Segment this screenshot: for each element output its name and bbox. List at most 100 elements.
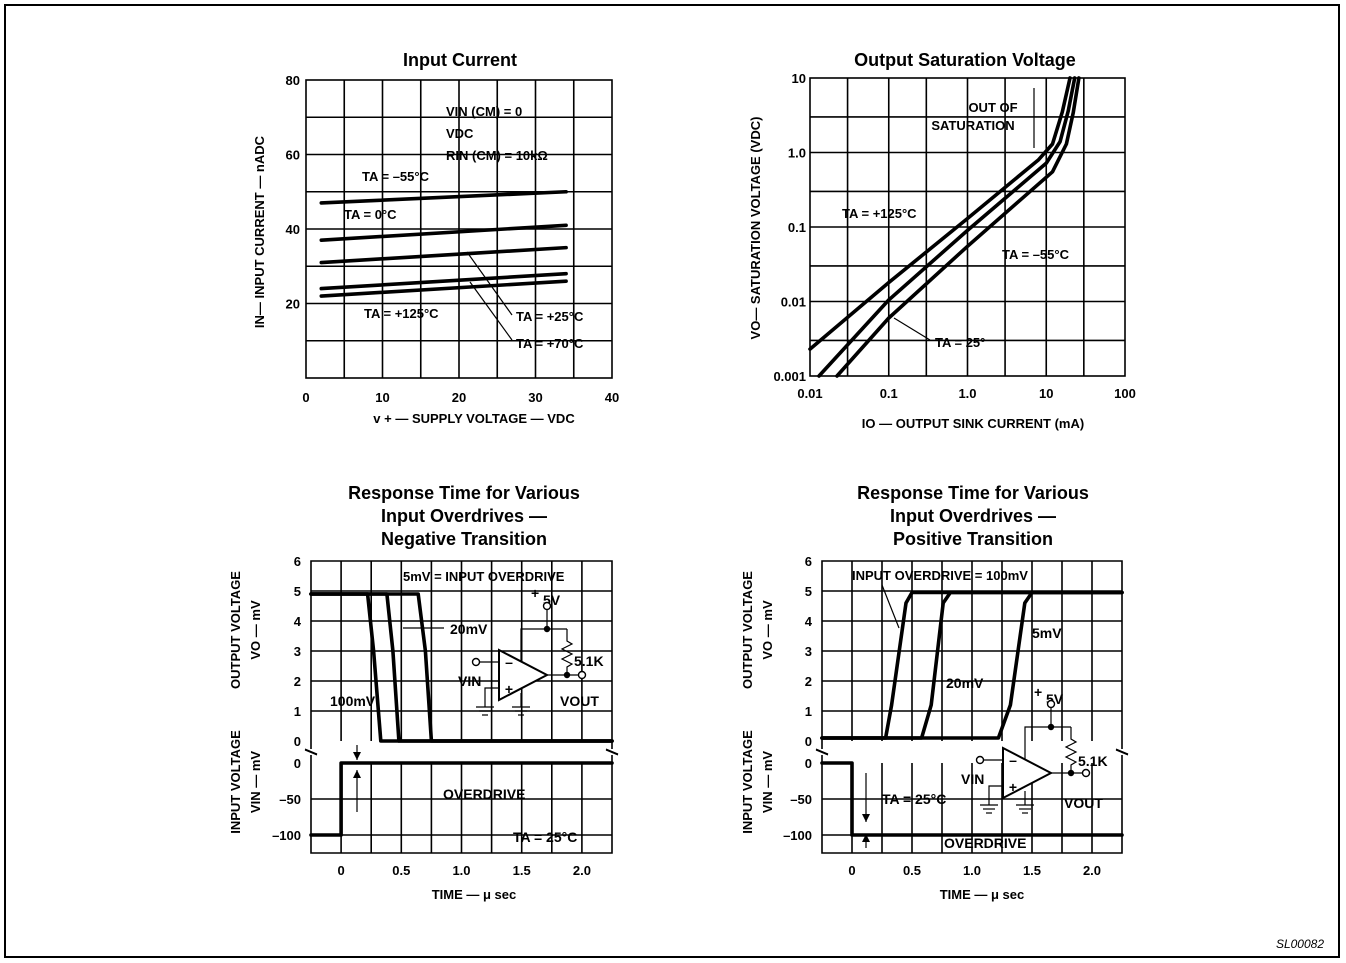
x-tick-label: 1.5 — [1023, 863, 1041, 878]
y-axis-label-lower: VIN — mV — [760, 751, 775, 813]
y-tick-label: –50 — [279, 792, 301, 807]
series-line — [319, 223, 568, 242]
opamp-triangle — [498, 648, 550, 702]
x-axis-label: v + — SUPPLY VOLTAGE — VDC — [373, 411, 575, 426]
label: VIN — [458, 673, 481, 689]
y-tick-label: 5 — [805, 584, 812, 599]
y-tick-label: 1.0 — [788, 146, 806, 161]
y-tick-label: 0 — [805, 756, 812, 771]
series-group — [808, 76, 1081, 378]
series-label: TA = 25° — [935, 335, 985, 350]
chart-title-line: Response Time for Various — [348, 483, 580, 503]
series-label: TA = 0°C — [344, 207, 397, 222]
leader-line — [466, 251, 513, 316]
terminal — [975, 755, 985, 765]
chart-title-line: Response Time for Various — [857, 483, 1089, 503]
y-tick-label: 6 — [294, 554, 301, 569]
y-axis-label-upper: OUTPUT VOLTAGE — [740, 571, 755, 689]
series-label: TA = +70°C — [516, 336, 584, 351]
chart-title-line: Negative Transition — [381, 529, 547, 549]
x-tick-label: 0.01 — [797, 386, 822, 401]
y-tick-label: 4 — [294, 614, 302, 629]
x-axis-label: TIME — μ sec — [940, 887, 1025, 902]
wire — [520, 628, 567, 661]
x-tick-labels: 0.01 0.1 1.0 10 100 — [797, 386, 1136, 401]
y-tick-label: 1 — [805, 704, 812, 719]
arrow-head — [862, 834, 870, 842]
figure-frame — [4, 4, 1340, 958]
y-tick-label: 80 — [286, 73, 300, 88]
arrow-head — [353, 770, 361, 778]
label: 5.1K — [574, 653, 604, 669]
opamp-triangle — [1002, 746, 1054, 800]
y-tick-labels: 0.001 0.01 0.1 1.0 10 — [773, 71, 806, 384]
series-line — [319, 245, 568, 265]
annotation: TA = 25°C — [882, 791, 946, 807]
y-tick-label: –100 — [783, 828, 812, 843]
annotation: VIN (CM) = 0 — [446, 104, 522, 119]
y-axis-label-lower: INPUT VOLTAGE — [740, 730, 755, 834]
series-group — [319, 189, 568, 298]
series-label: TA = +25°C — [516, 309, 584, 324]
label: + — [531, 585, 539, 601]
x-tick-label: 2.0 — [573, 863, 591, 878]
series-line — [820, 590, 1124, 740]
y-tick-label: 1 — [294, 704, 301, 719]
annotation: OUT OF — [968, 100, 1017, 115]
wire — [988, 785, 1003, 805]
series-label: TA = +125°C — [842, 206, 917, 221]
wire — [1024, 726, 1071, 759]
plus-sign: + — [1009, 779, 1017, 795]
terminal — [542, 601, 552, 611]
series-line — [808, 76, 1072, 351]
y-tick-label: 10 — [792, 71, 806, 86]
leader-line — [881, 584, 900, 629]
x-tick-label: 40 — [605, 390, 619, 405]
x-tick-label: 0 — [848, 863, 855, 878]
comparator-circuit: + 5V 5.1K VIN VOUT –+ — [961, 684, 1108, 814]
series-label: TA = –55°C — [362, 169, 430, 184]
y-tick-label: 0.001 — [773, 369, 806, 384]
arrow-head — [862, 814, 870, 822]
series-line — [817, 76, 1077, 378]
chart-title: Output Saturation Voltage — [854, 50, 1076, 70]
y-tick-labels: 20 40 60 80 — [286, 73, 300, 312]
x-tick-label: 0 — [302, 390, 309, 405]
y-axis-label: VO— SATURATION VOLTAGE (VDC) — [748, 117, 763, 340]
label: VIN — [961, 771, 984, 787]
x-axis-label: IO — OUTPUT SINK CURRENT (mA) — [862, 416, 1084, 431]
y-tick-label: 4 — [805, 614, 813, 629]
y-tick-label: 2 — [805, 674, 812, 689]
y-tick-label: –100 — [272, 828, 301, 843]
terminal — [577, 670, 587, 680]
y-axis-label-upper: VO — mV — [248, 600, 263, 660]
y-axis-label-upper: OUTPUT VOLTAGE — [228, 571, 243, 689]
minus-sign: – — [505, 654, 513, 670]
series-line — [319, 279, 568, 298]
y-tick-label: 0 — [294, 756, 301, 771]
resistor — [560, 629, 574, 675]
input-signal-line — [309, 761, 614, 837]
y-tick-label: 2 — [294, 674, 301, 689]
chart-title-line: Positive Transition — [893, 529, 1053, 549]
x-tick-label: 0.5 — [392, 863, 410, 878]
y-axis-label-upper: VO — mV — [760, 600, 775, 660]
x-tick-label: 1.0 — [963, 863, 981, 878]
annotation: OVERDRIVE — [944, 835, 1026, 851]
series-group — [309, 592, 614, 837]
annotation: INPUT OVERDRIVE = 100mV — [852, 568, 1028, 583]
chart-title-line: Input Overdrives — — [381, 506, 547, 526]
x-tick-label: 100 — [1114, 386, 1136, 401]
series-label: 20mV — [450, 621, 488, 637]
input-signal-line — [820, 761, 1124, 837]
annotation: SATURATION — [931, 118, 1014, 133]
y-tick-label: 0 — [294, 734, 301, 749]
axis-break — [1115, 748, 1129, 756]
leader-line — [893, 317, 931, 341]
x-tick-label: 30 — [528, 390, 542, 405]
y-tick-label: –50 — [790, 792, 812, 807]
terminal — [1081, 768, 1091, 778]
x-tick-labels: 0 10 20 30 40 — [302, 390, 619, 405]
x-tick-label: 20 — [452, 390, 466, 405]
axis-break — [304, 748, 318, 756]
